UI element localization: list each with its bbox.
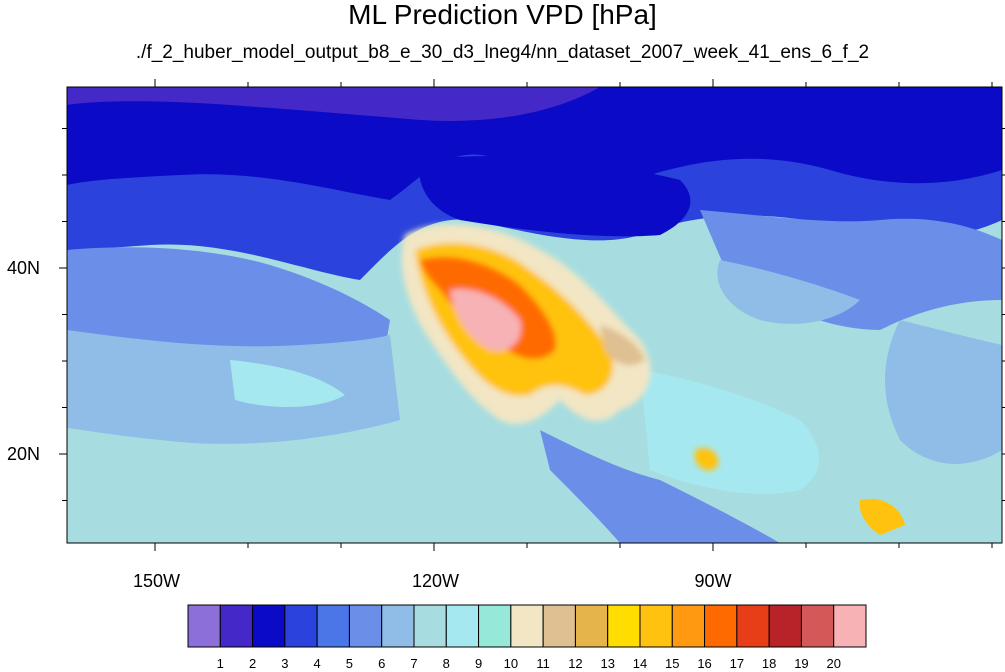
field-canada bbox=[419, 156, 691, 237]
field-pacific-cyan bbox=[230, 360, 345, 407]
colorbar-swatch bbox=[381, 604, 415, 648]
field-northwest bbox=[67, 87, 600, 121]
colorbar-swatch bbox=[445, 604, 480, 648]
colorbar-label: 9 bbox=[474, 656, 483, 671]
colorbar-swatch bbox=[510, 604, 544, 648]
colorbar-swatch bbox=[284, 604, 318, 648]
field-southwest bbox=[401, 224, 719, 471]
colorbar-label: 3 bbox=[281, 656, 289, 671]
colorbar-label: 19 bbox=[794, 656, 809, 671]
field-east-light bbox=[717, 260, 860, 324]
colorbar-swatch bbox=[768, 604, 802, 648]
field-atlantic bbox=[885, 320, 1002, 464]
colorbar-swatch bbox=[478, 604, 512, 648]
lat-label: 20N bbox=[6, 444, 40, 464]
map-subtitle: ./f_2_huber_model_output_b8_e_30_d3_lneg… bbox=[135, 42, 870, 63]
vpd-field bbox=[67, 87, 1002, 543]
colorbar-swatch bbox=[833, 604, 867, 648]
colorbar-label: 5 bbox=[345, 656, 354, 671]
colorbar-label: 20 bbox=[826, 656, 841, 671]
lon-label: 150W bbox=[133, 571, 181, 591]
colorbar-label: 17 bbox=[729, 656, 745, 671]
colorbar-label: 4 bbox=[313, 656, 321, 671]
colorbar-swatch bbox=[542, 604, 576, 648]
colorbar-label: 10 bbox=[503, 656, 519, 671]
lon-label: 120W bbox=[412, 571, 460, 591]
colorbar-swatch bbox=[607, 604, 641, 648]
colorbar-label: 8 bbox=[442, 656, 450, 671]
colorbar-label: 7 bbox=[410, 656, 418, 671]
colorbar-swatch bbox=[219, 604, 254, 648]
colorbar-swatch bbox=[736, 604, 770, 648]
colorbar-label: 12 bbox=[568, 656, 583, 671]
colorbar-label: 15 bbox=[665, 656, 680, 671]
colorbar-label: 6 bbox=[378, 656, 386, 671]
field-centralam bbox=[540, 430, 780, 543]
colorbar-swatch bbox=[413, 604, 447, 648]
colorbar-label: 11 bbox=[536, 656, 550, 671]
colorbar-label: 14 bbox=[632, 656, 648, 671]
colorbar-label: 2 bbox=[248, 656, 257, 671]
field-north-core bbox=[67, 87, 1002, 200]
colorbar-swatch bbox=[316, 604, 350, 648]
colorbar-swatch bbox=[187, 604, 221, 648]
colorbar bbox=[187, 604, 867, 648]
colorbar-swatch bbox=[704, 604, 738, 648]
colorbar-swatch bbox=[800, 604, 835, 648]
colorbar-label: 16 bbox=[697, 656, 712, 671]
field-gulf bbox=[640, 370, 819, 494]
colorbar-label: 13 bbox=[600, 656, 615, 671]
map-title: ML Prediction VPD [hPa] bbox=[348, 0, 657, 30]
colorbar-swatch bbox=[348, 604, 383, 648]
colorbar-label: 1 bbox=[216, 656, 224, 671]
lat-label: 40N bbox=[6, 258, 40, 278]
lon-label: 90W bbox=[694, 571, 732, 591]
colorbar-swatch bbox=[574, 604, 609, 648]
colorbar-swatch bbox=[252, 604, 286, 648]
field-southeast-blob bbox=[859, 498, 905, 535]
colorbar-swatch bbox=[671, 604, 706, 648]
colorbar-label: 18 bbox=[761, 656, 777, 671]
colorbar-swatch bbox=[639, 604, 673, 648]
